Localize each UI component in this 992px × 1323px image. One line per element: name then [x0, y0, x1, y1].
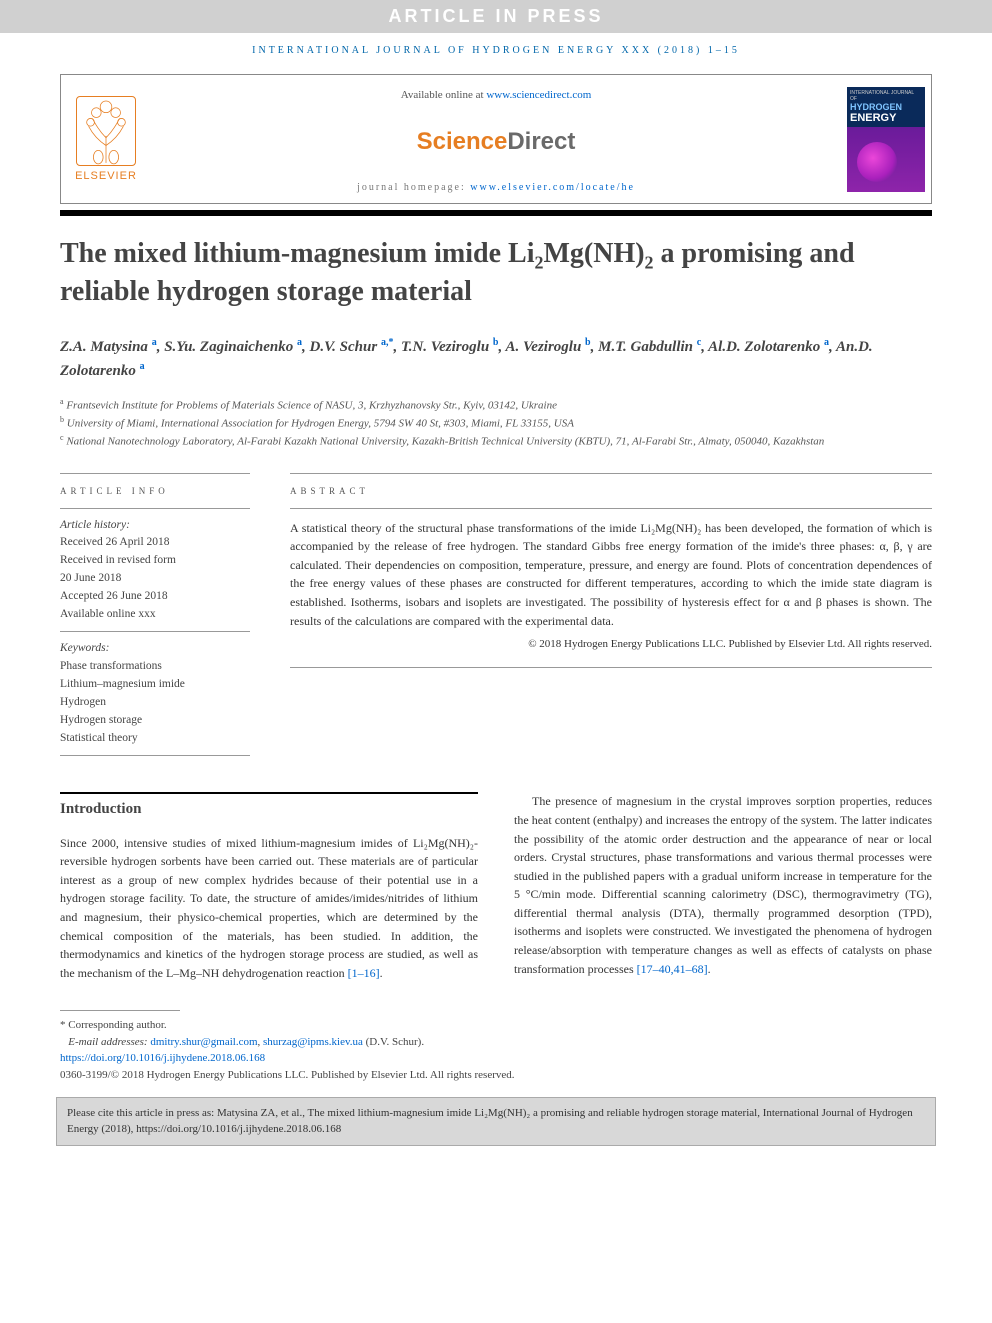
- intro-col1-end: .: [380, 966, 383, 980]
- intro-col1-text: Since 2000, intensive studies of mixed l…: [60, 836, 478, 980]
- sciencedirect-url[interactable]: www.sciencedirect.com: [486, 89, 591, 101]
- abstract-copyright: © 2018 Hydrogen Energy Publications LLC.…: [290, 636, 932, 653]
- author-affil-sup: b: [493, 337, 499, 348]
- issn-copyright: 0360-3199/© 2018 Hydrogen Energy Publica…: [60, 1067, 932, 1084]
- keyword: Hydrogen storage: [60, 712, 250, 730]
- intro-col2-text: The presence of magnesium in the crystal…: [514, 794, 932, 975]
- article-title: The mixed lithium-magnesium imide Li 2Mg(…: [60, 236, 932, 309]
- author-affil-sup: a,*: [381, 337, 394, 348]
- email-2[interactable]: shurzag@ipms.kiev.ua: [263, 1036, 363, 1048]
- history-line: Received in revised form: [60, 552, 250, 570]
- available-online-line: Available online at www.sciencedirect.co…: [401, 89, 592, 101]
- sd-word-direct: Direct: [507, 128, 575, 155]
- history-line: Received 26 April 2018: [60, 534, 250, 552]
- abstract-text: A statistical theory of the structural p…: [290, 508, 932, 669]
- cover-line1: INTERNATIONAL JOURNAL OF: [850, 90, 922, 102]
- cover-thumbnail: INTERNATIONAL JOURNAL OF HYDROGEN ENERGY: [847, 87, 925, 192]
- citation-1-16[interactable]: [1–16]: [348, 966, 380, 980]
- keywords-block: Keywords: Phase transformationsLithium–m…: [60, 631, 250, 756]
- keyword: Hydrogen: [60, 694, 250, 712]
- author-affil-sup: b: [585, 337, 591, 348]
- sd-word-science: Science: [417, 128, 508, 155]
- author-affil-sup: a: [140, 361, 145, 372]
- footnote-rule: [60, 1010, 180, 1011]
- author: A. Veziroglu b: [505, 339, 590, 355]
- body-column-left: Introduction Since 2000, intensive studi…: [60, 792, 478, 982]
- journal-header: ELSEVIER Available online at www.science…: [60, 74, 932, 204]
- author: Z.A. Matysina a: [60, 339, 157, 355]
- keyword: Statistical theory: [60, 730, 250, 748]
- footnotes: * Corresponding author. E-mail addresses…: [60, 1017, 932, 1083]
- elsevier-wordmark: ELSEVIER: [75, 170, 137, 182]
- author-affil-sup: a: [824, 337, 829, 348]
- affiliation-list: a Frantsevich Institute for Problems of …: [60, 396, 932, 450]
- history-label: Article history:: [60, 517, 250, 535]
- email-tail: (D.V. Schur).: [363, 1036, 424, 1048]
- article-info-head: ARTICLE INFO: [60, 473, 250, 496]
- author: S.Yu. Zaginaichenko a: [164, 339, 302, 355]
- affiliation: b University of Miami, International Ass…: [60, 414, 932, 432]
- affiliation: c National Nanotechnology Laboratory, Al…: [60, 432, 932, 450]
- cover-graphic-icon: [857, 142, 897, 182]
- elsevier-tree-icon: [76, 96, 136, 166]
- email-line: E-mail addresses: dmitry.shur@gmail.com,…: [60, 1034, 932, 1051]
- article-history: Article history: Received 26 April 2018R…: [60, 508, 250, 632]
- history-line: Accepted 26 June 2018: [60, 588, 250, 606]
- homepage-label: journal homepage:: [357, 182, 470, 193]
- available-label: Available online at: [401, 89, 487, 101]
- keyword: Phase transformations: [60, 658, 250, 676]
- author: D.V. Schur a,*: [310, 339, 394, 355]
- cover-line2: HYDROGEN: [850, 102, 922, 112]
- body-column-right: The presence of magnesium in the crystal…: [514, 792, 932, 982]
- email-label: E-mail addresses:: [68, 1036, 150, 1048]
- cover-line3: ENERGY: [850, 112, 922, 124]
- running-head: INTERNATIONAL JOURNAL OF HYDROGEN ENERGY…: [60, 45, 932, 56]
- introduction-head: Introduction: [60, 792, 478, 821]
- author: T.N. Veziroglu b: [401, 339, 499, 355]
- intro-para-2: The presence of magnesium in the crystal…: [514, 792, 932, 978]
- intro-para-1: Since 2000, intensive studies of mixed l…: [60, 834, 478, 983]
- intro-col2-end: .: [708, 962, 711, 976]
- history-line: 20 June 2018: [60, 570, 250, 588]
- elsevier-logo: ELSEVIER: [61, 75, 151, 203]
- cite-this-article-box: Please cite this article in press as: Ma…: [56, 1097, 936, 1146]
- citation-17-68[interactable]: [17–40,41–68]: [637, 962, 708, 976]
- abstract-head: ABSTRACT: [290, 473, 932, 496]
- title-part1: The mixed lithium-magnesium imide Li: [60, 238, 534, 269]
- title-rule: [60, 210, 932, 216]
- doi-link[interactable]: https://doi.org/10.1016/j.ijhydene.2018.…: [60, 1052, 265, 1064]
- corresponding-author: * Corresponding author.: [60, 1017, 932, 1034]
- title-part2: Mg(NH): [543, 238, 644, 269]
- author: M.T. Gabdullin c: [598, 339, 701, 355]
- title-sub2: 2: [645, 253, 654, 273]
- history-line: Available online xxx: [60, 606, 250, 624]
- homepage-url[interactable]: www.elsevier.com/locate/he: [470, 182, 635, 193]
- keyword: Lithium–magnesium imide: [60, 676, 250, 694]
- journal-homepage-line: journal homepage: www.elsevier.com/locat…: [357, 182, 635, 193]
- author-list: Z.A. Matysina a, S.Yu. Zaginaichenko a, …: [60, 335, 932, 382]
- author-affil-sup: a: [297, 337, 302, 348]
- keywords-label: Keywords:: [60, 640, 250, 658]
- sciencedirect-logo: ScienceDirect: [417, 128, 576, 156]
- author-affil-sup: c: [697, 337, 701, 348]
- affiliation: a Frantsevich Institute for Problems of …: [60, 396, 932, 414]
- abstract-body: A statistical theory of the structural p…: [290, 521, 932, 628]
- author-affil-sup: a: [152, 337, 157, 348]
- author: Al.D. Zolotarenko a: [708, 339, 829, 355]
- email-1[interactable]: dmitry.shur@gmail.com: [150, 1036, 257, 1048]
- article-in-press-banner: ARTICLE IN PRESS: [0, 0, 992, 33]
- journal-cover: INTERNATIONAL JOURNAL OF HYDROGEN ENERGY: [841, 75, 931, 203]
